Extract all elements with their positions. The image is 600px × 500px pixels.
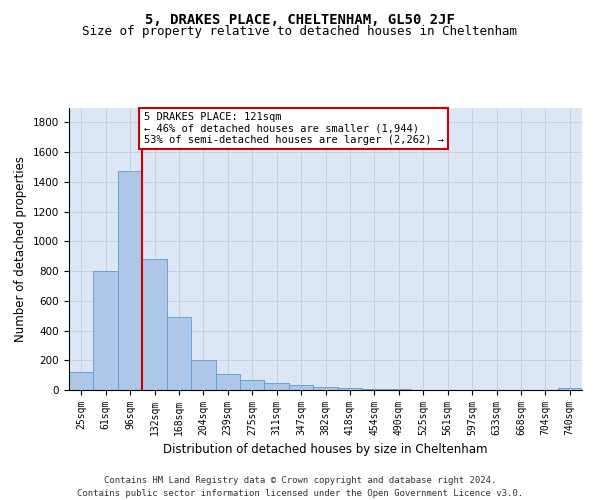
Text: 5 DRAKES PLACE: 121sqm
← 46% of detached houses are smaller (1,944)
53% of semi-: 5 DRAKES PLACE: 121sqm ← 46% of detached… [143,112,443,145]
Bar [362,389,386,390]
Text: Contains HM Land Registry data © Crown copyright and database right 2024.
Contai: Contains HM Land Registry data © Crown c… [77,476,523,498]
Bar [191,360,215,390]
Bar [240,380,265,390]
Bar [215,374,240,390]
Text: Size of property relative to detached houses in Cheltenham: Size of property relative to detached ho… [83,25,517,38]
Bar [289,385,313,390]
Bar [313,387,338,390]
Bar [94,271,118,390]
Bar [118,172,142,390]
Bar [338,388,362,390]
Y-axis label: Number of detached properties: Number of detached properties [14,156,28,342]
Bar [167,317,191,390]
Bar [69,372,94,390]
Bar [557,388,582,390]
Text: 5, DRAKES PLACE, CHELTENHAM, GL50 2JF: 5, DRAKES PLACE, CHELTENHAM, GL50 2JF [145,12,455,26]
Bar [265,384,289,390]
X-axis label: Distribution of detached houses by size in Cheltenham: Distribution of detached houses by size … [163,444,488,456]
Bar [142,259,167,390]
